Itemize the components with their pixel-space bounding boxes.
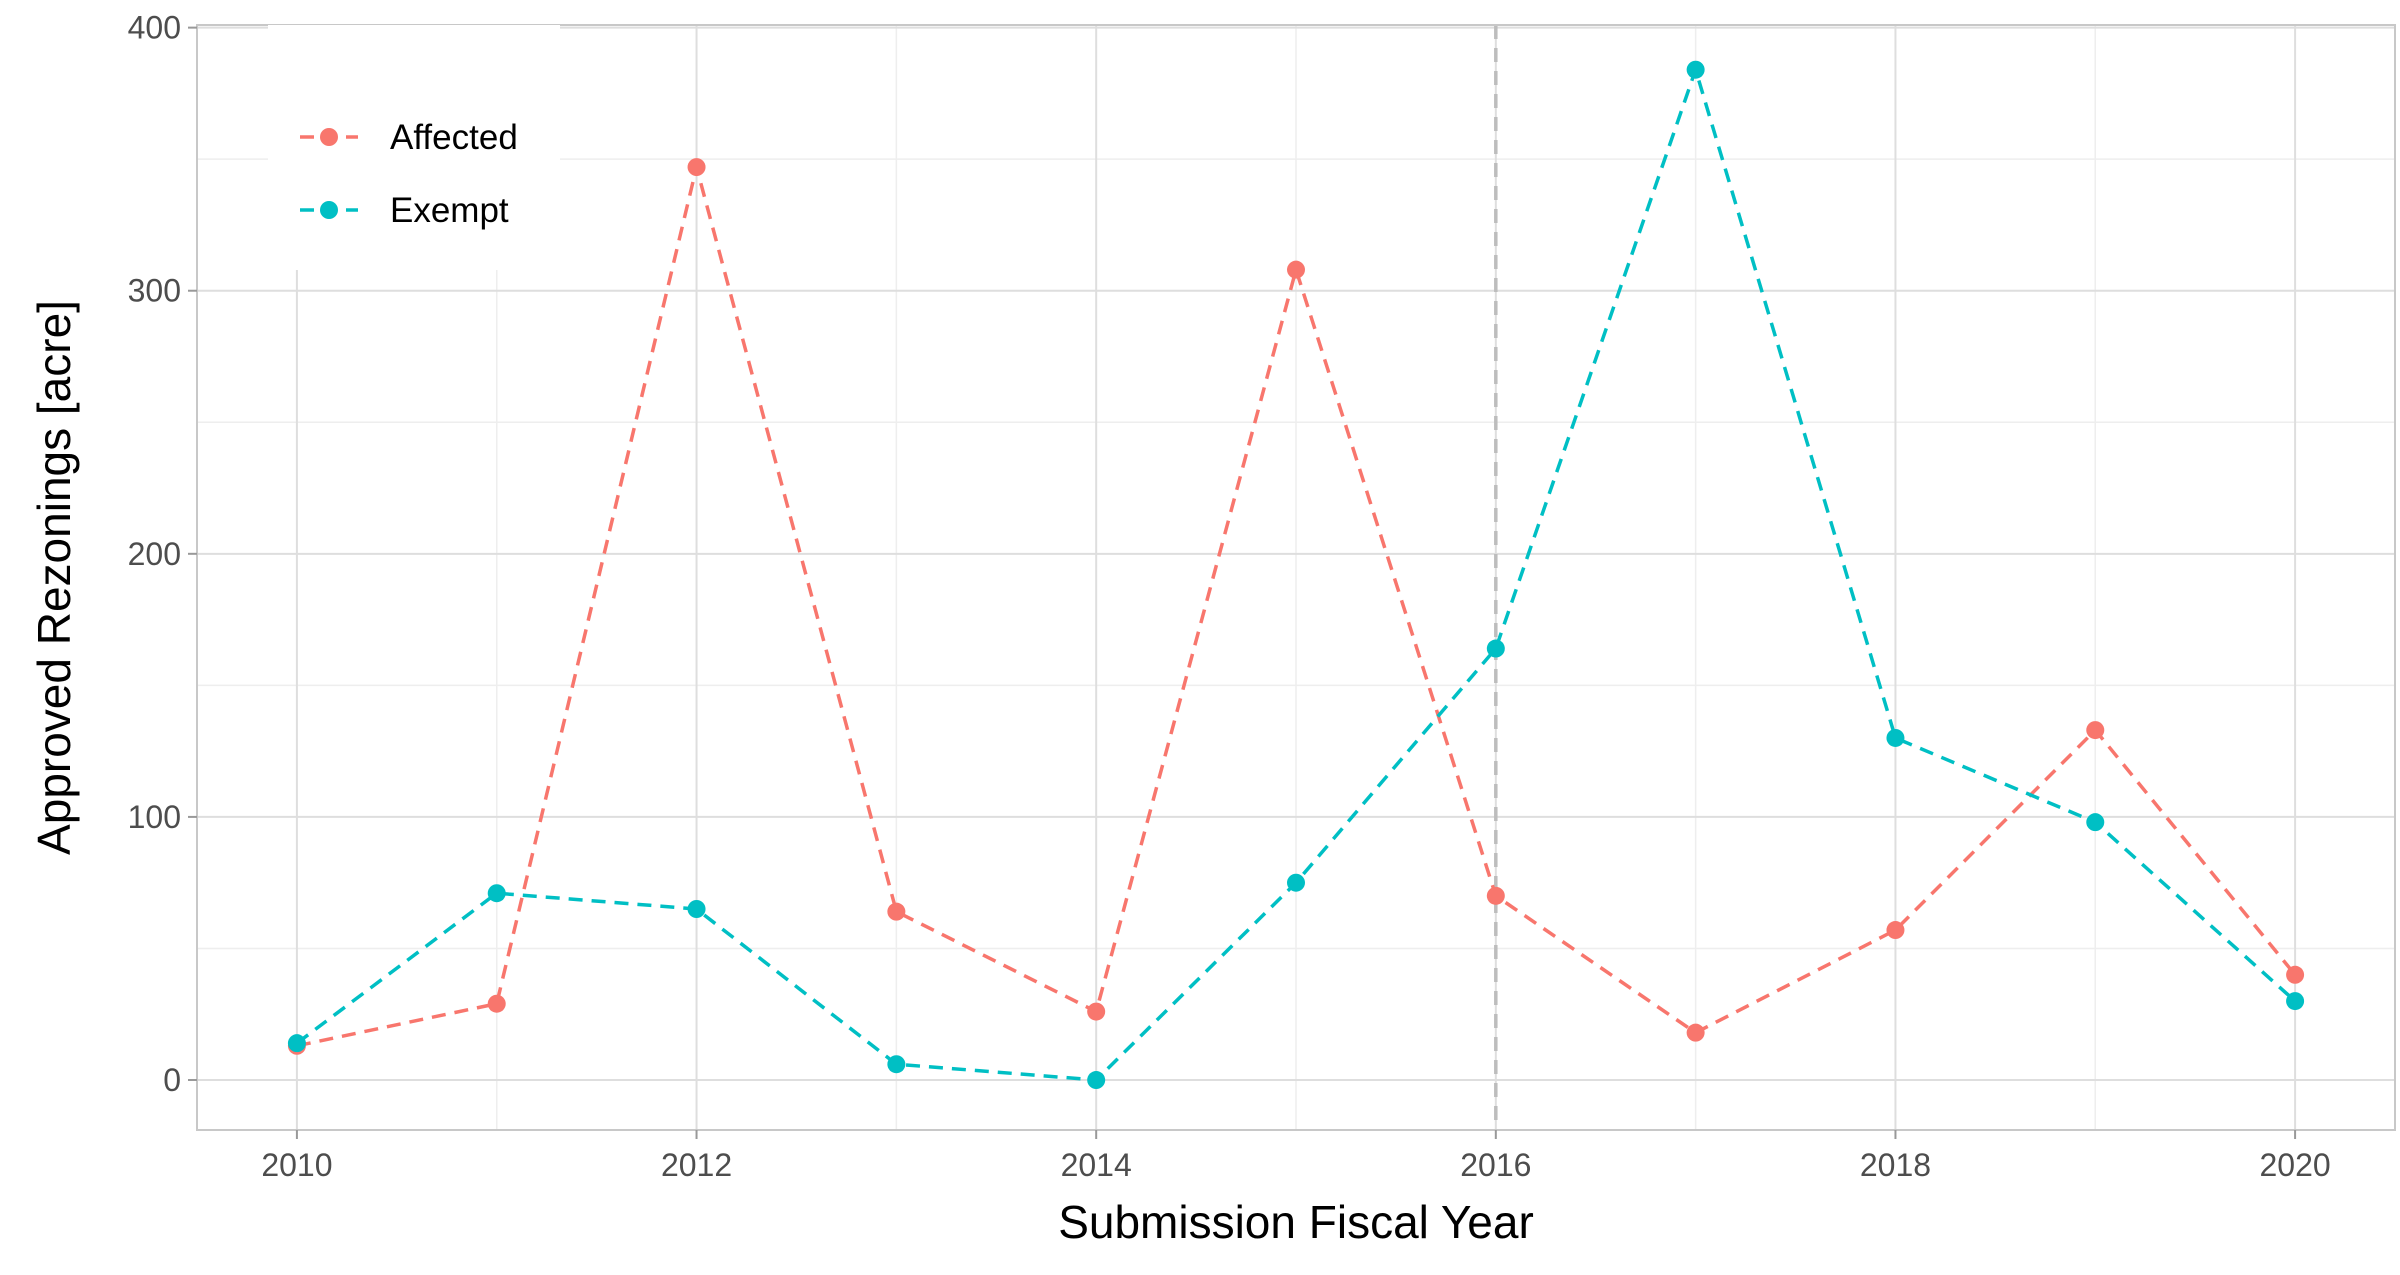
x-tick-label: 2018 [1860, 1147, 1931, 1183]
data-point-affected [487, 994, 506, 1013]
legend: Affected Exempt [268, 25, 560, 270]
x-tick-label: 2016 [1460, 1147, 1531, 1183]
x-tick-label: 2010 [261, 1147, 332, 1183]
data-point-exempt [287, 1034, 306, 1053]
legend-key-marker-exempt [320, 201, 338, 219]
data-point-exempt [487, 884, 506, 903]
data-point-exempt [1486, 639, 1505, 658]
data-point-affected [887, 902, 906, 921]
plot-panel-border [196, 24, 2396, 1131]
x-axis-title: Submission Fiscal Year [1058, 1196, 1534, 1248]
legend-background [268, 25, 560, 270]
data-point-affected [1287, 260, 1305, 279]
data-point-affected [1686, 1023, 1705, 1042]
data-point-affected [2286, 965, 2305, 984]
data-point-affected [687, 158, 706, 177]
data-point-exempt [887, 1055, 906, 1074]
data-point-affected [1886, 921, 1905, 940]
data-point-exempt [1287, 873, 1305, 892]
y-tick-label: 0 [163, 1062, 181, 1098]
y-tick-label: 400 [128, 10, 181, 46]
data-point-exempt [1087, 1071, 1106, 1090]
data-point-affected [1087, 1002, 1106, 1021]
data-point-exempt [2286, 992, 2305, 1011]
axis-layer: 0 100 200 300 400 2010 2012 2014 2016 2018 2020 [128, 10, 2331, 1183]
data-point-exempt [687, 900, 706, 918]
y-tick-label: 300 [128, 273, 181, 309]
data-point-exempt [1686, 60, 1705, 79]
y-tick-label: 100 [128, 799, 181, 835]
x-tick-label: 2012 [661, 1147, 732, 1183]
data-point-exempt [2086, 813, 2105, 832]
x-tick-label: 2014 [1061, 1147, 1132, 1183]
x-tick-label: 2020 [2259, 1147, 2330, 1183]
legend-label-affected: Affected [390, 118, 518, 157]
data-point-exempt [1886, 728, 1905, 747]
legend-label-exempt: Exempt [390, 191, 509, 230]
legend-key-marker-affected [320, 128, 338, 146]
series-layer [287, 60, 2305, 1090]
y-axis-title: Approved Rezonings [acre] [28, 300, 80, 855]
y-tick-label: 200 [128, 536, 181, 572]
data-point-affected [1486, 886, 1505, 905]
data-point-affected [2086, 721, 2105, 740]
